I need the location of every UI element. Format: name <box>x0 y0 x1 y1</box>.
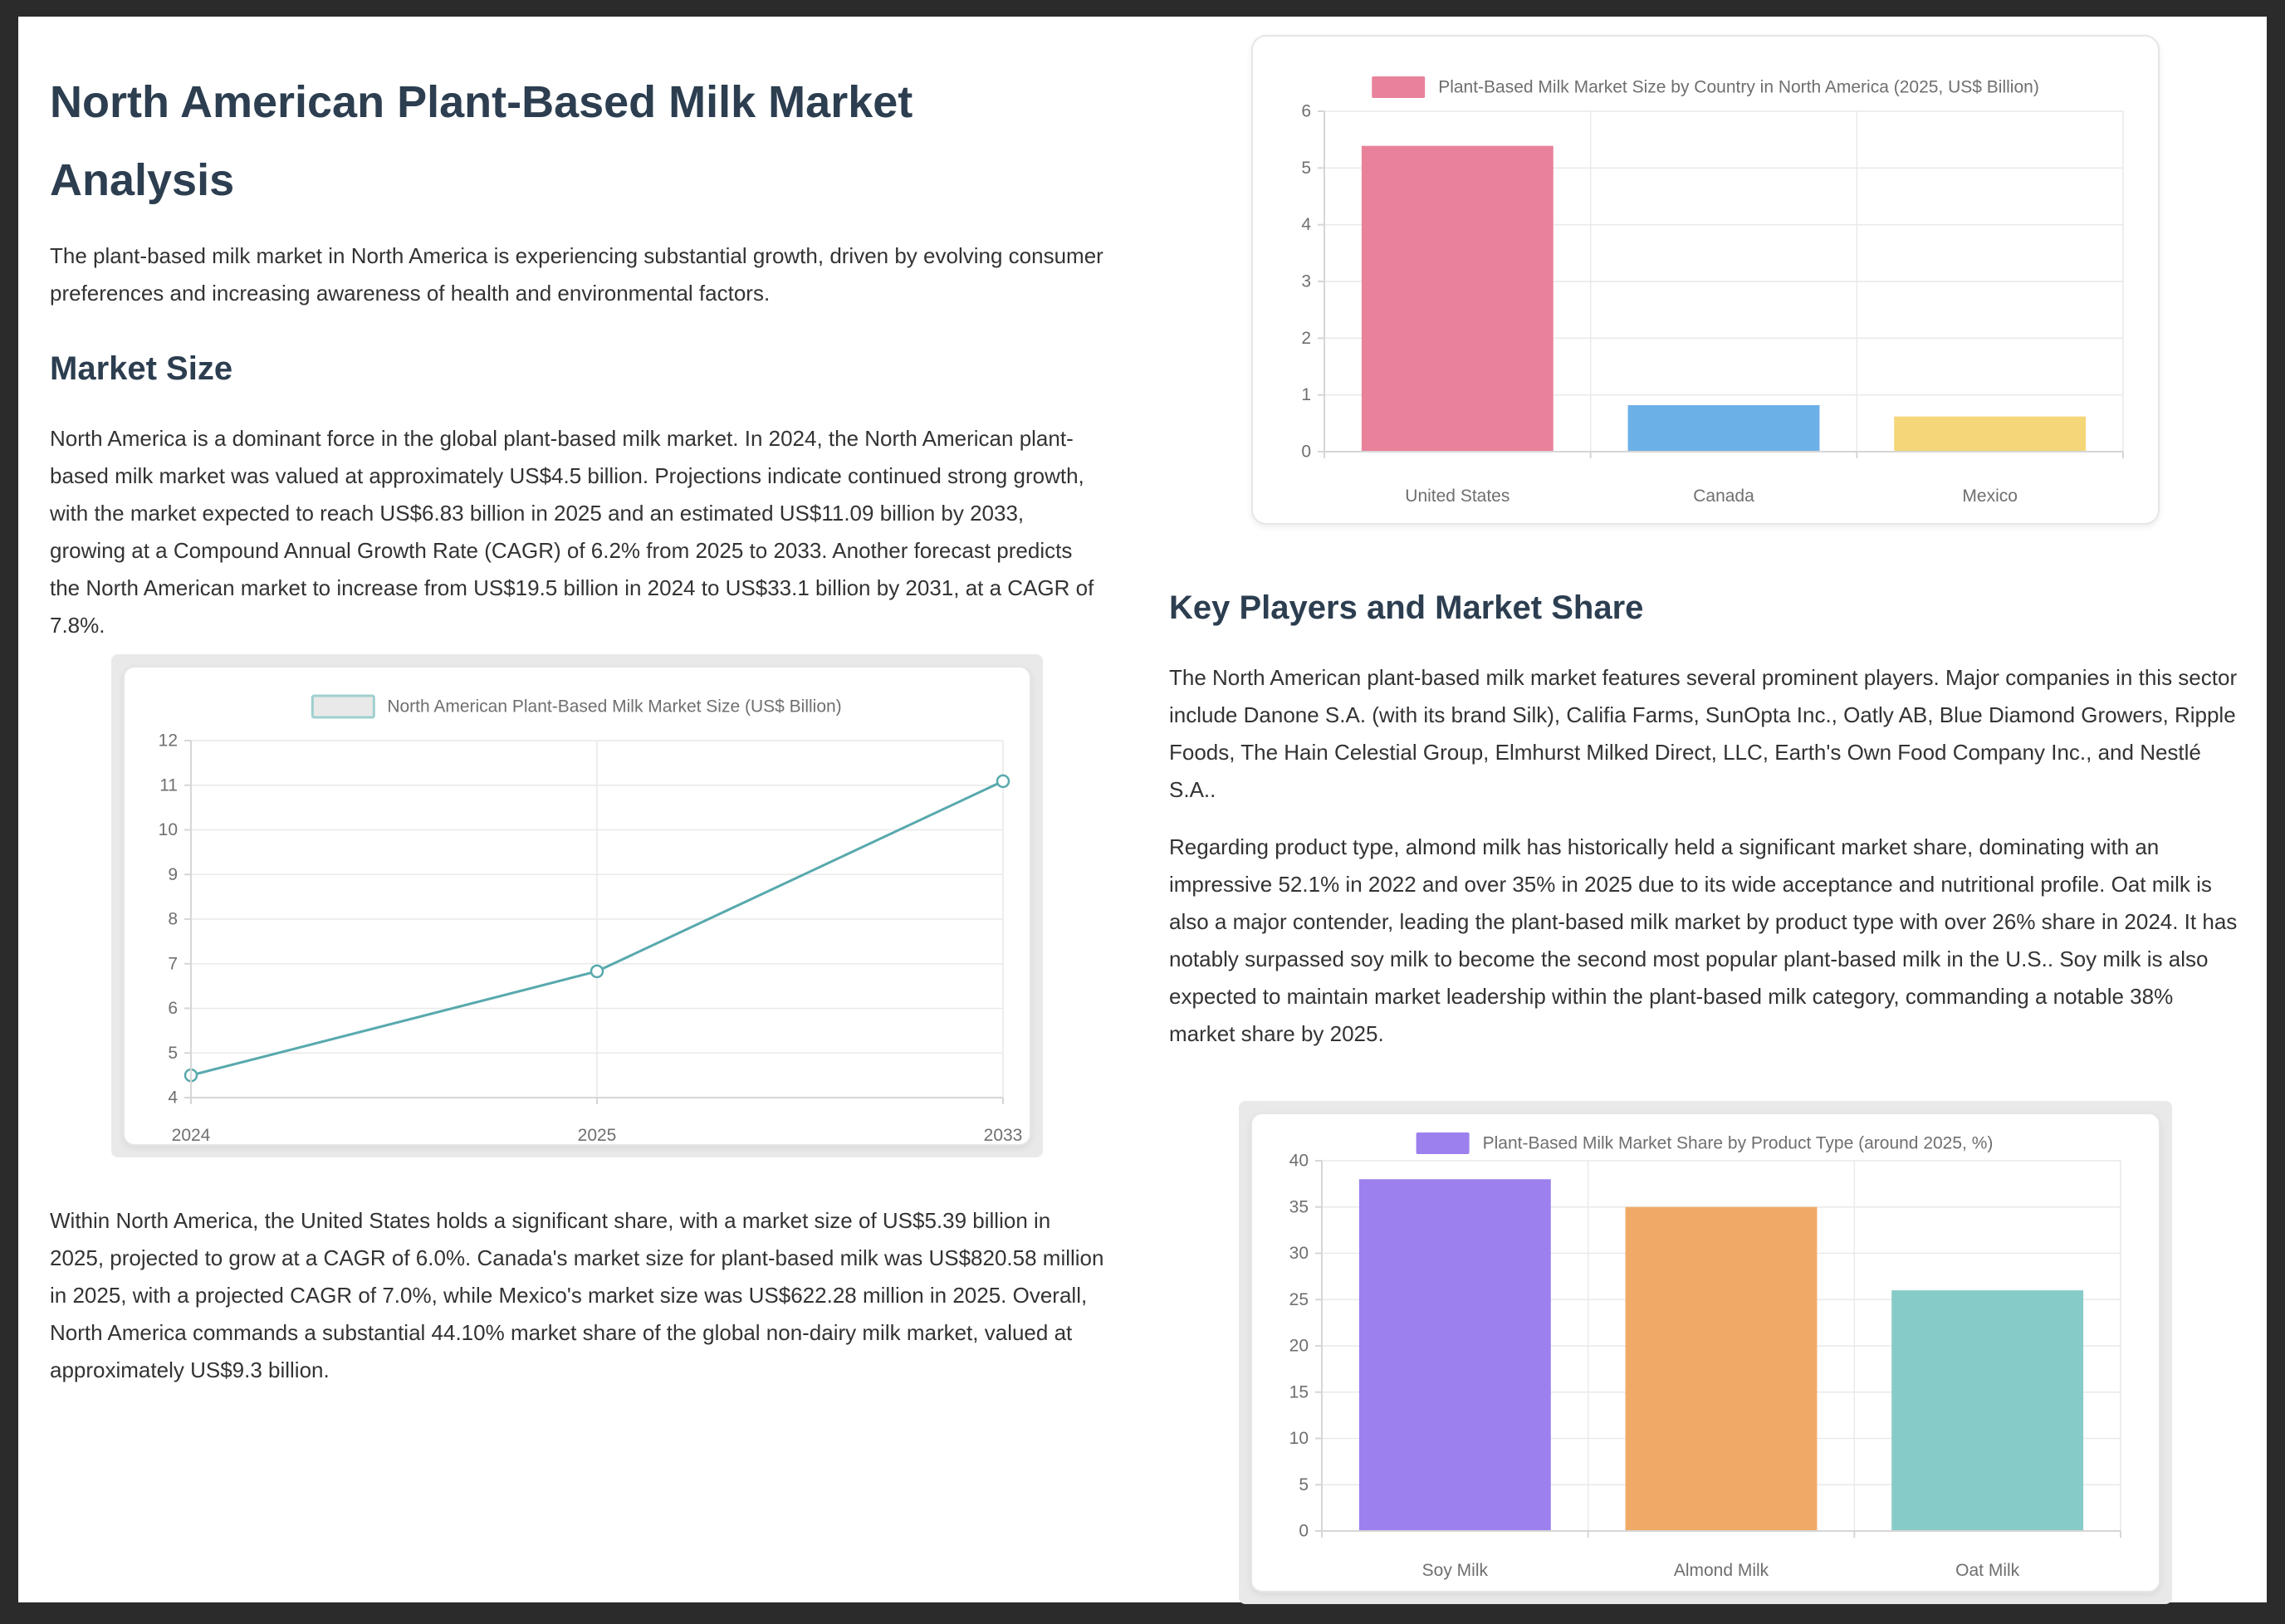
svg-text:7: 7 <box>168 954 178 973</box>
key-players-paragraph-1: The North American plant-based milk mark… <box>1169 665 2238 802</box>
market-size-heading: Market Size <box>50 350 233 387</box>
key-players-paragraph-2: Regarding product type, almond milk has … <box>1169 834 2238 1046</box>
product-share-bar-chart-frame: 0 5 10 15 20 25 30 35 40 Soy Milk Almond Milk Oat M… <box>1239 1101 2172 1604</box>
svg-text:Plant-Based Milk Market Size b: Plant-Based Milk Market Size by Country … <box>1438 78 2039 97</box>
svg-text:20: 20 <box>1289 1337 1309 1356</box>
svg-text:5: 5 <box>1299 1475 1309 1494</box>
svg-text:4: 4 <box>1301 215 1311 234</box>
right-column: 0 1 2 3 4 5 6 United States Canada Mexico Plant-Ba… <box>1169 35 2242 1604</box>
svg-text:5: 5 <box>168 1044 178 1063</box>
svg-text:40: 40 <box>1289 1152 1309 1171</box>
market-size-paragraph-2: Within North America, the United States … <box>50 1208 1104 1382</box>
svg-text:10: 10 <box>159 820 178 839</box>
svg-text:North American Plant-Based Mil: North American Plant-Based Milk Market S… <box>387 697 841 717</box>
svg-text:5: 5 <box>1301 159 1311 178</box>
svg-text:2033: 2033 <box>984 1126 1023 1145</box>
svg-text:Plant-Based Milk Market Share: Plant-Based Milk Market Share by Product… <box>1483 1134 1994 1153</box>
svg-text:8: 8 <box>168 910 178 929</box>
left-column: North American Plant-Based Milk Market A… <box>50 35 1104 1604</box>
svg-text:35: 35 <box>1289 1197 1309 1216</box>
product-share-bar-chart-card: 0 5 10 15 20 25 30 35 40 Soy Milk Almond Milk Oat M… <box>1250 1113 2160 1592</box>
svg-text:Mexico: Mexico <box>1962 487 2018 506</box>
svg-text:6: 6 <box>168 999 178 1018</box>
svg-text:6: 6 <box>1301 102 1311 121</box>
svg-text:Soy Milk: Soy Milk <box>1422 1561 1489 1580</box>
svg-text:2024: 2024 <box>172 1126 211 1145</box>
svg-text:9: 9 <box>168 865 178 884</box>
product-share-bar-chart: 0 5 10 15 20 25 30 35 40 Soy Milk Almond Milk Oat M… <box>1289 1132 2121 1580</box>
svg-text:15: 15 <box>1289 1382 1309 1401</box>
svg-text:2: 2 <box>1301 329 1311 348</box>
market-size-line-chart: 4 5 6 7 8 9 10 11 12 2024 2025 2033 North American P… <box>159 694 1023 1145</box>
market-size-line-chart-card: 4 5 6 7 8 9 10 11 12 2024 2025 2033 North American P… <box>123 666 1031 1146</box>
country-bar-chart: 0 1 2 3 4 5 6 United States Canada Mexico Plant-Ba… <box>1301 76 2124 506</box>
svg-text:12: 12 <box>159 731 178 751</box>
svg-text:0: 0 <box>1299 1522 1309 1541</box>
key-players-heading: Key Players and Market Share <box>1169 589 1644 626</box>
svg-text:2025: 2025 <box>578 1126 617 1145</box>
document-page: North American Plant-Based Milk Market A… <box>18 17 2267 1604</box>
svg-text:Oat Milk: Oat Milk <box>1955 1561 2020 1580</box>
svg-text:Canada: Canada <box>1693 487 1754 506</box>
svg-text:11: 11 <box>159 775 178 795</box>
svg-text:25: 25 <box>1289 1290 1309 1309</box>
market-size-paragraph-1: North America is a dominant force in the… <box>50 426 1094 638</box>
country-bar-chart-card: 0 1 2 3 4 5 6 United States Canada Mexico Plant-Ba… <box>1251 35 2160 525</box>
intro-paragraph: The plant-based milk market in North Ame… <box>50 243 1103 306</box>
svg-text:0: 0 <box>1301 443 1311 462</box>
page-title: North American Plant-Based Milk Market A… <box>50 77 913 205</box>
svg-text:United States: United States <box>1405 487 1509 506</box>
svg-text:Almond Milk: Almond Milk <box>1674 1561 1769 1580</box>
svg-text:3: 3 <box>1301 272 1311 291</box>
svg-text:1: 1 <box>1301 385 1311 404</box>
svg-text:4: 4 <box>168 1088 178 1108</box>
svg-text:30: 30 <box>1289 1244 1309 1263</box>
market-size-line-chart-frame: 4 5 6 7 8 9 10 11 12 2024 2025 2033 North American P… <box>111 654 1043 1157</box>
svg-text:10: 10 <box>1289 1429 1309 1448</box>
